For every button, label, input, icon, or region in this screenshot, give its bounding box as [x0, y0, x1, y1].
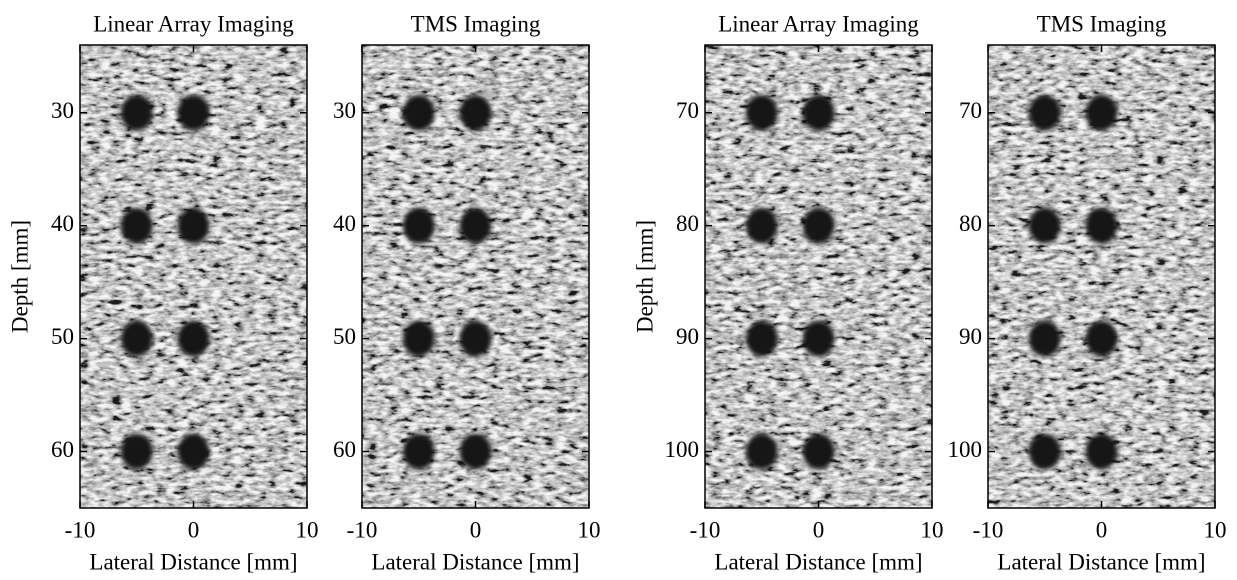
y-axis-label: Depth [mm]: [632, 220, 657, 333]
x-tick-label: 10: [578, 517, 601, 542]
cyst: [802, 433, 835, 470]
y-tick-label: 50: [51, 324, 74, 349]
y-tick-label: 70: [959, 98, 982, 123]
x-tick-label: -10: [690, 517, 721, 542]
cyst: [402, 207, 435, 244]
panel: 70 80 90 100 -10 0 10 Linear Array Imaging Later…: [632, 11, 943, 574]
panel-title: TMS Imaging: [1037, 11, 1167, 36]
x-axis-label: Lateral Distance [mm]: [89, 549, 297, 574]
cyst: [802, 94, 835, 131]
cyst: [745, 433, 778, 470]
y-tick-label: 80: [959, 211, 982, 236]
cyst: [1085, 320, 1118, 357]
y-tick-label: 60: [51, 437, 74, 462]
cyst: [459, 320, 492, 357]
cyst: [459, 433, 492, 470]
cyst: [120, 94, 153, 131]
y-axis-label: Depth [mm]: [7, 220, 32, 333]
cyst: [177, 207, 210, 244]
cyst: [1028, 433, 1061, 470]
cyst: [459, 207, 492, 244]
panel-title: Linear Array Imaging: [718, 11, 919, 36]
panel-title: Linear Array Imaging: [93, 11, 294, 36]
cyst: [1085, 433, 1118, 470]
x-tick-label: -10: [973, 517, 1004, 542]
cyst: [120, 320, 153, 357]
x-tick-label: 0: [188, 517, 200, 542]
cyst: [402, 320, 435, 357]
y-tick-label: 40: [51, 211, 74, 236]
cyst: [1028, 94, 1061, 131]
cyst: [459, 94, 492, 131]
x-tick-label: 10: [296, 517, 319, 542]
y-tick-label: 100: [948, 437, 983, 462]
cyst: [1085, 94, 1118, 131]
panel: 30 40 50 60 -10 0 10 TMS Imaging Lateral Distanc…: [333, 11, 601, 574]
y-tick-label: 30: [51, 98, 74, 123]
y-tick-label: 50: [333, 324, 356, 349]
x-tick-label: 0: [1096, 517, 1108, 542]
panel: 30 40 50 60 -10 0 10 Linear Array Imaging Latera…: [7, 11, 318, 574]
y-tick-label: 90: [676, 324, 699, 349]
y-tick-label: 90: [959, 324, 982, 349]
cyst: [177, 433, 210, 470]
cyst: [177, 94, 210, 131]
cyst: [120, 433, 153, 470]
x-tick-label: 0: [813, 517, 825, 542]
cyst: [1028, 320, 1061, 357]
y-tick-label: 80: [676, 211, 699, 236]
cyst: [120, 207, 153, 244]
x-tick-label: 10: [1204, 517, 1227, 542]
cyst: [1028, 207, 1061, 244]
y-tick-label: 70: [676, 98, 699, 123]
cyst: [745, 320, 778, 357]
x-tick-label: 0: [470, 517, 482, 542]
x-tick-label: -10: [347, 517, 378, 542]
cyst: [402, 433, 435, 470]
cyst: [177, 320, 210, 357]
x-axis-label: Lateral Distance [mm]: [714, 549, 922, 574]
y-tick-label: 100: [665, 437, 700, 462]
x-axis-label: Lateral Distance [mm]: [371, 549, 579, 574]
cyst: [802, 320, 835, 357]
x-axis-label: Lateral Distance [mm]: [997, 549, 1205, 574]
panel: 70 80 90 100 -10 0 10 TMS Imaging Lateral Distan…: [948, 11, 1227, 574]
y-tick-label: 30: [333, 98, 356, 123]
x-tick-label: -10: [65, 517, 96, 542]
x-tick-label: 10: [921, 517, 944, 542]
cyst: [1085, 207, 1118, 244]
panel-title: TMS Imaging: [411, 11, 541, 36]
cyst: [745, 94, 778, 131]
y-tick-label: 60: [333, 437, 356, 462]
cyst: [802, 207, 835, 244]
cyst: [745, 207, 778, 244]
cyst: [402, 94, 435, 131]
y-tick-label: 40: [333, 211, 356, 236]
